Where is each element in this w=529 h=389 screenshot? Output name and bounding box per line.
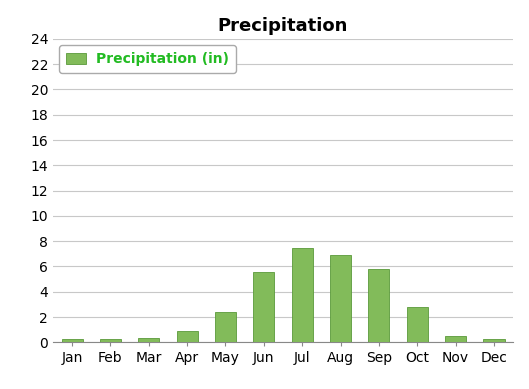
Bar bbox=[215, 312, 236, 342]
Bar bbox=[138, 338, 159, 342]
Title: Precipitation: Precipitation bbox=[218, 17, 348, 35]
Bar bbox=[177, 331, 198, 342]
Legend: Precipitation (in): Precipitation (in) bbox=[59, 46, 236, 73]
Bar bbox=[445, 336, 466, 342]
Bar bbox=[100, 339, 121, 342]
Bar bbox=[484, 339, 505, 342]
Bar bbox=[407, 307, 428, 342]
Bar bbox=[291, 247, 313, 342]
Bar bbox=[253, 272, 275, 342]
Bar bbox=[330, 255, 351, 342]
Bar bbox=[368, 269, 389, 342]
Bar bbox=[61, 338, 83, 342]
